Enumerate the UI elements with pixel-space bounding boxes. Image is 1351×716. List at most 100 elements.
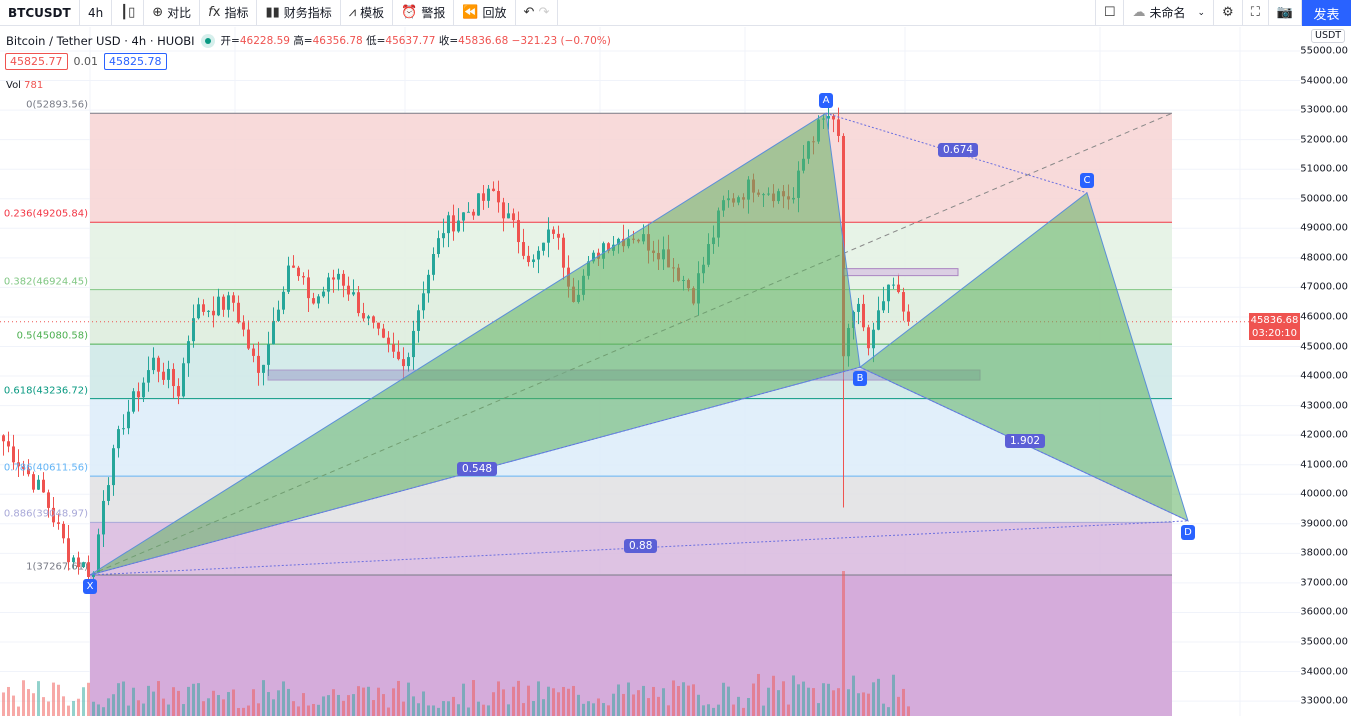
volume-bar — [882, 703, 885, 716]
ratio-line — [89, 366, 861, 576]
settings-button[interactable]: ⚙ — [1214, 0, 1243, 26]
volume-bar — [217, 695, 220, 716]
change-value: −321.23 (−0.70%) — [511, 35, 611, 47]
candle-body — [37, 479, 40, 490]
volume-bar — [832, 690, 835, 716]
redo-icon[interactable]: ↷ — [538, 5, 550, 20]
volume-bar — [487, 705, 490, 716]
chart-canvas[interactable] — [0, 27, 1300, 716]
volume-bar — [842, 571, 845, 716]
undo-icon[interactable]: ↶ — [523, 5, 535, 20]
volume-bar — [887, 707, 890, 716]
volume-bar — [782, 681, 785, 716]
volume-bar — [652, 686, 655, 716]
price-tick: 53000.00 — [1300, 104, 1348, 116]
price-tick: 49000.00 — [1300, 222, 1348, 234]
volume-bar — [342, 700, 345, 716]
candle-body — [2, 435, 5, 442]
fullscreen-button[interactable]: ⛶ — [1243, 0, 1269, 26]
currency-button[interactable]: USDT — [1311, 29, 1346, 43]
candle-body — [22, 466, 25, 469]
candle-body — [307, 277, 310, 299]
volume-bar — [482, 704, 485, 716]
price-tick: 51000.00 — [1300, 163, 1348, 175]
candle-body — [457, 220, 460, 232]
price-tick: 36000.00 — [1300, 606, 1348, 618]
candle-body — [332, 277, 335, 280]
low-label: 低= — [366, 35, 386, 47]
candle-body — [252, 348, 255, 356]
price-axis[interactable]: 55000.00 54000.00 53000.00 52000.00 51000.00… — [1300, 27, 1351, 716]
candle-body — [97, 534, 100, 573]
volume-bar — [382, 694, 385, 716]
candle-body — [202, 304, 205, 312]
volume-bar — [252, 689, 255, 716]
financials-button[interactable]: ▮▮ 财务指标 — [257, 0, 341, 26]
replay-button[interactable]: ⏪ 回放 — [454, 0, 516, 26]
price-tick: 34000.00 — [1300, 666, 1348, 678]
bar-countdown: 03:20:10 — [1252, 328, 1297, 339]
candle-body — [907, 311, 910, 322]
candle-body — [342, 273, 345, 286]
candle-body — [302, 276, 305, 278]
volume-bar — [402, 701, 405, 716]
candle-body — [117, 429, 120, 449]
volume-bar — [522, 703, 525, 716]
compare-button[interactable]: ⊕ 对比 — [144, 0, 201, 26]
pattern-point-d: D — [1181, 524, 1195, 540]
volume-bar — [472, 680, 475, 716]
volume-bar — [672, 680, 675, 716]
volume-bar — [862, 692, 865, 716]
candle-body — [357, 292, 360, 314]
volume-bar — [102, 707, 105, 716]
fib-level-label: 0.886(39048.97) — [3, 508, 88, 520]
screenshot-button[interactable]: 📷 — [1269, 0, 1302, 26]
indicators-button[interactable]: fx 指标 — [200, 0, 258, 26]
fib-zone — [90, 574, 1172, 716]
volume-bar — [902, 688, 905, 716]
candle-body — [527, 255, 530, 263]
volume-bar — [802, 681, 805, 716]
volume-bar — [812, 688, 815, 716]
volume-bar — [177, 690, 180, 716]
candle-body — [167, 368, 170, 380]
candle-body — [92, 572, 95, 577]
candle-body — [17, 462, 20, 467]
close-label: 收= — [438, 35, 459, 47]
candle-body — [12, 446, 15, 463]
alert-button[interactable]: ⏰ 警报 — [393, 0, 455, 26]
publish-button[interactable]: 发表 — [1302, 0, 1351, 26]
price-tick: 42000.00 — [1300, 429, 1348, 441]
price-tick: 46000.00 — [1300, 311, 1348, 323]
candle-body — [182, 363, 185, 397]
volume-bar — [717, 704, 720, 716]
volume-bar — [362, 687, 365, 716]
indicators-label: 指标 — [224, 6, 249, 20]
volume-bar — [727, 686, 730, 716]
fib-level-label: 0.382(46924.45) — [3, 276, 88, 288]
volume-bar — [247, 705, 250, 716]
volume-bar — [742, 707, 745, 716]
rewind-icon: ⏪ — [462, 5, 479, 20]
chart-type-button[interactable]: ┃▯ — [112, 0, 145, 26]
symbol-button[interactable]: BTCUSDT — [0, 0, 80, 26]
volume-bar — [152, 691, 155, 716]
volume-bar — [722, 682, 725, 716]
templates-icon: ⩘ — [348, 5, 357, 20]
volume-bar — [467, 707, 470, 716]
candle-body — [52, 507, 55, 523]
candle-body — [67, 538, 70, 563]
interval-button[interactable]: 4h — [80, 0, 113, 26]
volume-bar — [267, 692, 270, 716]
buy-button[interactable]: 45825.78 — [104, 53, 167, 70]
candle-body — [437, 238, 440, 255]
volume-bar — [167, 704, 170, 716]
volume-bar — [2, 692, 5, 716]
layout-name-button[interactable]: ☁ 未命名 ⌄ — [1124, 0, 1215, 26]
sell-button[interactable]: 45825.77 — [5, 53, 68, 70]
layout-select-button[interactable]: ☐ — [1094, 0, 1125, 26]
templates-button[interactable]: ⩘ 模板 — [341, 0, 394, 26]
candle-body — [497, 191, 500, 203]
candle-body — [397, 351, 400, 360]
volume-bar — [827, 683, 830, 716]
